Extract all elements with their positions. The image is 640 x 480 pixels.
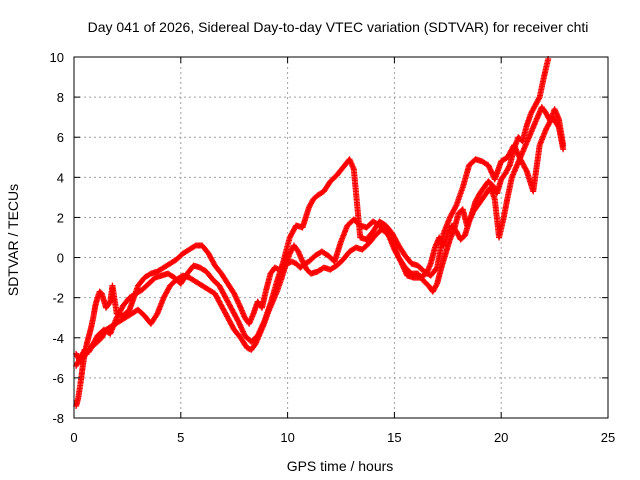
- x-tick-label: 10: [280, 430, 294, 445]
- chart-title: Day 041 of 2026, Sidereal Day-to-day VTE…: [88, 19, 589, 35]
- data-point: [560, 146, 567, 153]
- series-track-b: [73, 104, 567, 365]
- y-tick-label: 10: [50, 50, 64, 65]
- x-tick-label: 5: [177, 430, 184, 445]
- data-point-fill: [433, 281, 440, 288]
- axis-ticks: 0 5 10 15 20 25 -8 -6 -4 -2 0 2 4 6 8 10: [50, 50, 616, 445]
- series-track-a: [73, 56, 552, 409]
- data-point-fill: [555, 122, 562, 129]
- x-tick-label: 15: [387, 430, 401, 445]
- y-tick-label: 4: [57, 170, 64, 185]
- plot-frame: [73, 56, 609, 419]
- data-point-fill: [506, 163, 513, 170]
- y-tick-label: -4: [52, 331, 64, 346]
- data-point-fill: [452, 203, 459, 210]
- y-tick-label: 2: [57, 210, 64, 225]
- data-point-fill: [106, 299, 113, 306]
- x-tick-label: 25: [601, 430, 615, 445]
- data-point-fill: [523, 166, 530, 173]
- y-tick-label: 6: [57, 130, 64, 145]
- data-points: [73, 56, 567, 409]
- data-point-fill: [535, 95, 542, 102]
- y-tick-label: 0: [57, 251, 64, 266]
- y-tick-label: -6: [52, 371, 64, 386]
- y-axis-label: SDTVAR / TECUs: [5, 184, 21, 296]
- data-point-fill: [433, 265, 440, 272]
- series-track-c: [73, 114, 567, 369]
- x-tick-label: 0: [70, 430, 77, 445]
- y-tick-label: -2: [52, 291, 64, 306]
- y-tick-label: -8: [52, 411, 64, 426]
- x-tick-label: 20: [494, 430, 508, 445]
- x-axis-label: GPS time / hours: [287, 458, 394, 474]
- y-tick-label: 8: [57, 90, 64, 105]
